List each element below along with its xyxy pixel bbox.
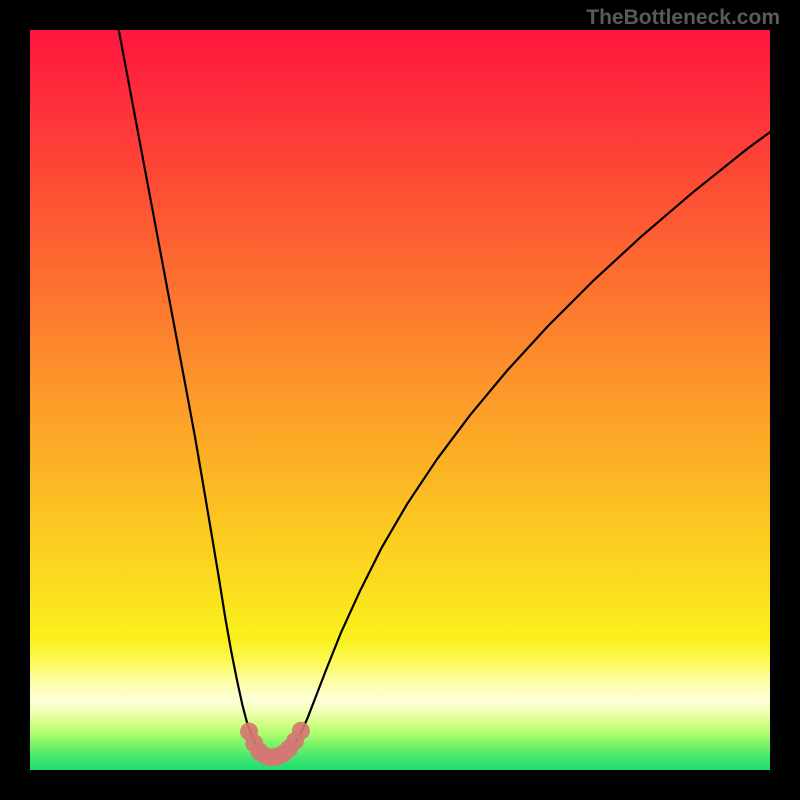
attribution-text: TheBottleneck.com: [586, 6, 780, 30]
plot-area: [30, 30, 770, 770]
plot-svg: [30, 30, 770, 770]
gradient-background: [30, 30, 770, 770]
curve-marker: [292, 722, 310, 740]
chart-frame: TheBottleneck.com: [0, 0, 800, 800]
